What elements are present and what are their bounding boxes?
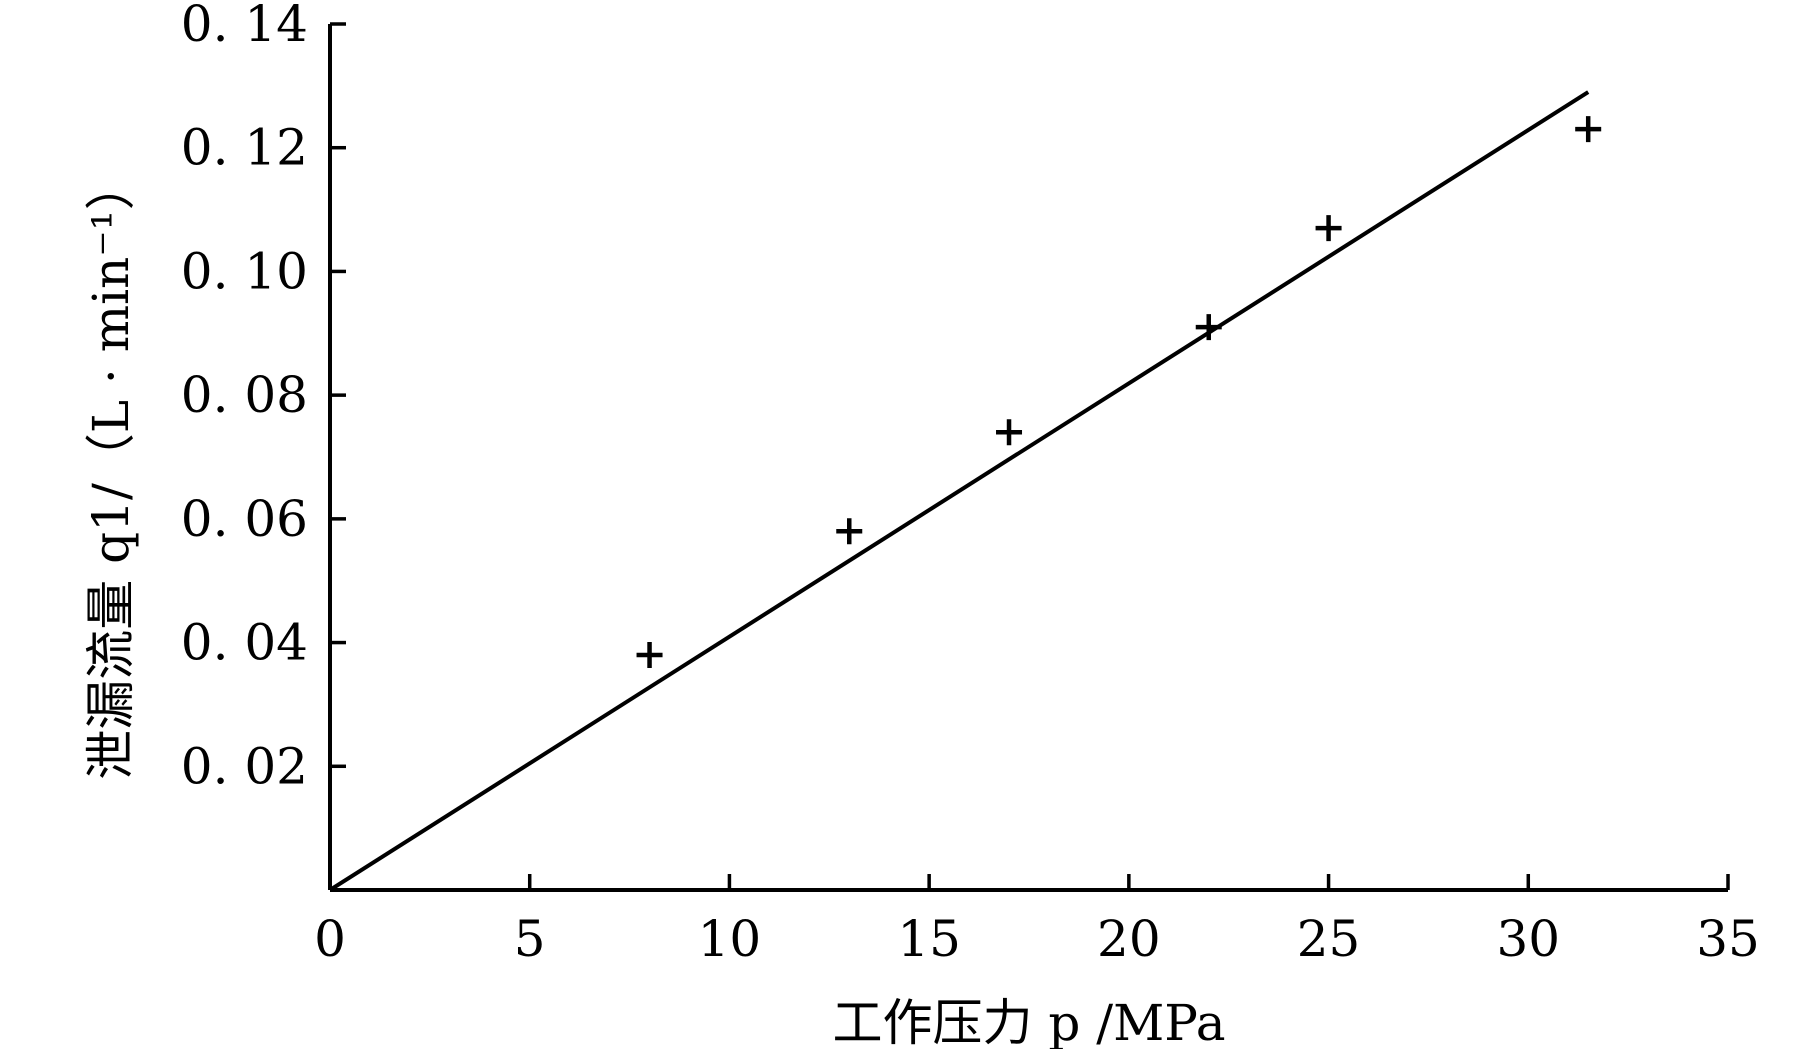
x-tick-label: 10 (698, 910, 762, 968)
x-tick-label: 15 (897, 910, 961, 968)
y-tick-label: 0. 04 (181, 614, 308, 672)
x-tick-label: 25 (1297, 910, 1361, 968)
y-axis-title: 泄漏流量 q1/（L · min⁻¹） (82, 160, 140, 779)
x-tick-label: 20 (1097, 910, 1161, 968)
data-point-plus-marker (1315, 215, 1342, 242)
y-tick-label: 0. 02 (181, 737, 308, 795)
data-point-plus-marker (1575, 116, 1602, 143)
y-tick-label: 0. 08 (181, 366, 308, 424)
fit-line-group (328, 90, 1590, 892)
data-point-plus-marker (996, 419, 1023, 446)
y-tick-label: 0. 06 (181, 490, 308, 548)
data-point-plus-marker (836, 518, 863, 545)
y-tick-label: 0. 10 (181, 242, 308, 300)
y-ticks: 0. 02 0. 04 0. 06 0. 08 0. 10 0. 12 0. 14 (181, 0, 346, 795)
x-tick-label: 35 (1696, 910, 1760, 968)
y-tick-label: 0. 12 (181, 119, 308, 177)
x-ticks: 0 5 10 15 20 25 30 35 (314, 874, 1760, 968)
axes (328, 24, 1728, 892)
x-tick-label: 30 (1496, 910, 1560, 968)
fit-line (328, 90, 1590, 892)
data-point-plus-marker (636, 641, 663, 668)
data-points (636, 116, 1602, 668)
x-tick-label: 0 (314, 910, 346, 968)
x-tick-label: 5 (514, 910, 546, 968)
data-point-plus-marker (1195, 314, 1222, 341)
y-tick-label: 0. 14 (181, 0, 308, 53)
x-axis-title: 工作压力 p /MPa (832, 994, 1225, 1049)
